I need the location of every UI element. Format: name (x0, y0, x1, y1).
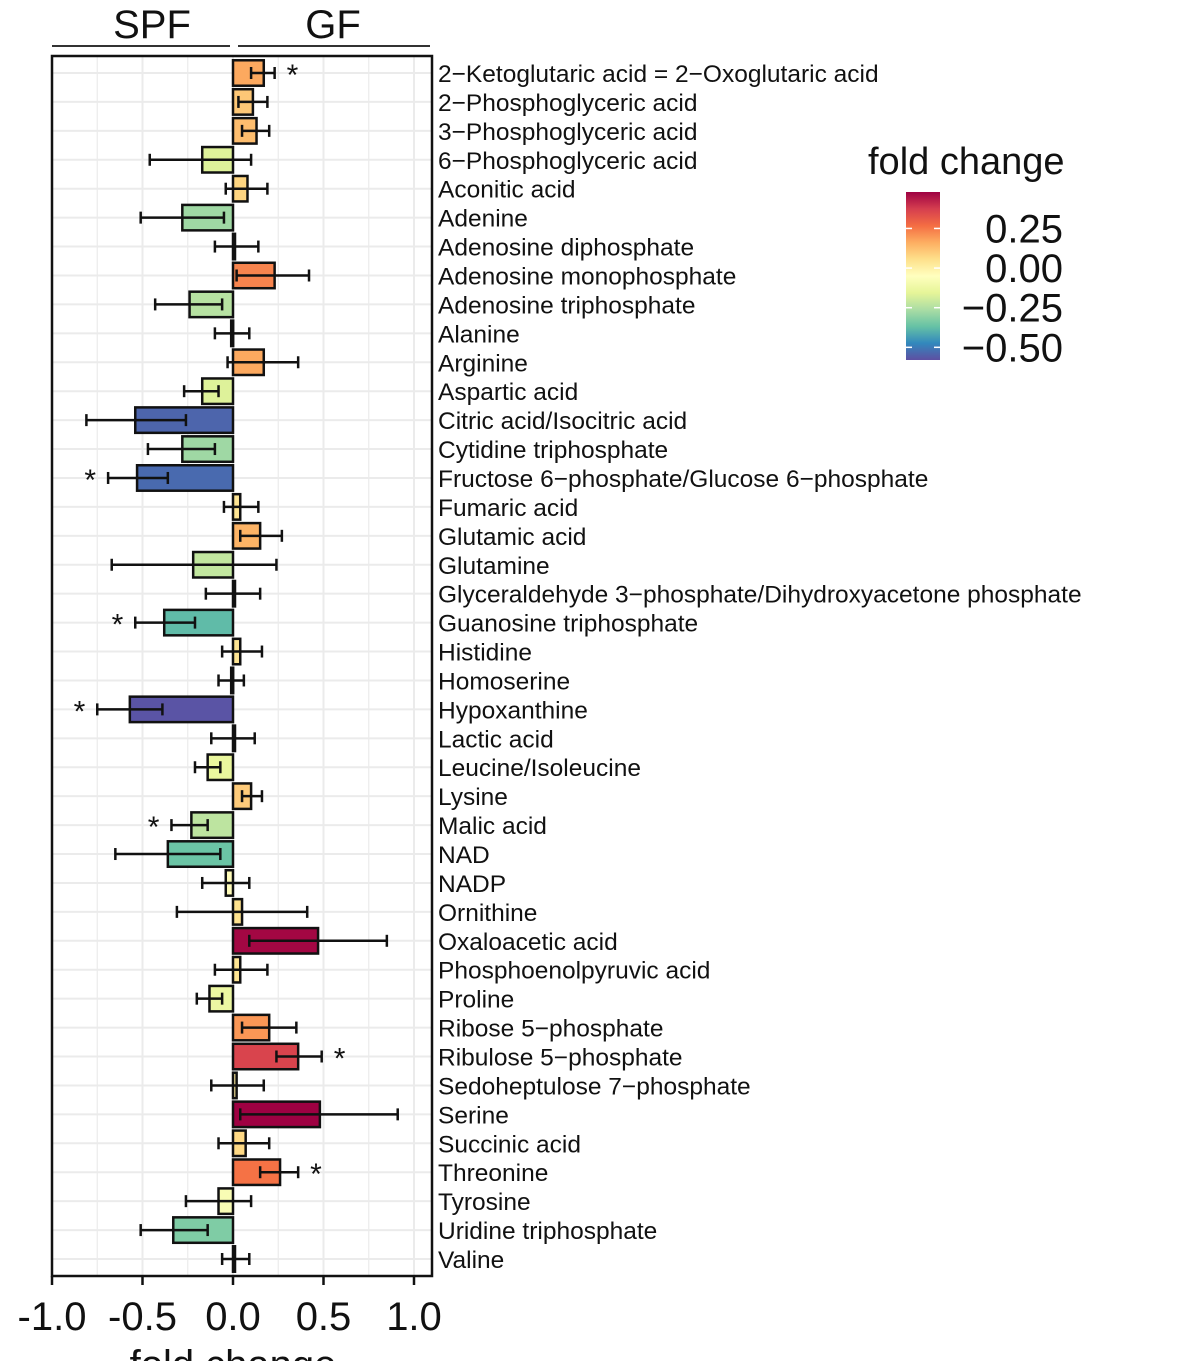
category-label: Uridine triphosphate (438, 1218, 657, 1245)
category-label: Fumaric acid (438, 495, 578, 522)
category-label: Lactic acid (438, 726, 554, 753)
legend-title: fold change (868, 141, 1065, 183)
color-legend: fold change 0.250.00−0.25−0.50 (868, 141, 1065, 370)
category-label: Alanine (438, 321, 520, 348)
plot-panel-border (50, 54, 434, 1278)
category-label: Hypoxanthine (438, 697, 588, 724)
significance-star: * (310, 1158, 322, 1191)
legend-tick-label: −0.25 (962, 287, 1063, 331)
category-label: Adenosine triphosphate (438, 292, 695, 319)
category-label: Cytidine triphosphate (438, 437, 668, 464)
group-label-gf: GF (305, 3, 361, 47)
category-label: 6−Phosphoglyceric acid (438, 148, 697, 175)
category-label: Citric acid/Isocitric acid (438, 408, 687, 435)
category-label: Glyceraldehyde 3−phosphate/Dihydroxyacet… (438, 582, 1082, 609)
x-tick-label: -0.5 (108, 1295, 177, 1339)
category-label: Proline (438, 987, 514, 1014)
category-label: NADP (438, 871, 506, 898)
significance-star: * (74, 695, 86, 728)
category-labels: 2−Ketoglutaric acid = 2−Oxoglutaric acid… (438, 61, 1082, 1274)
category-label: Fructose 6−phosphate/Glucose 6−phosphate (438, 466, 928, 493)
category-label: Tyrosine (438, 1189, 531, 1216)
category-label: NAD (438, 842, 490, 869)
legend-colorbar (906, 192, 940, 360)
legend-tick-label: −0.50 (962, 326, 1063, 370)
category-label: Aconitic acid (438, 177, 576, 204)
category-label: Sedoheptulose 7−phosphate (438, 1073, 751, 1100)
category-label: Threonine (438, 1160, 548, 1187)
category-label: Ornithine (438, 900, 537, 927)
bars: * * * * * * * (74, 59, 399, 1273)
significance-star: * (334, 1043, 346, 1076)
category-label: Glutamine (438, 553, 550, 580)
legend-tick-label: 0.25 (985, 207, 1063, 251)
category-label: 2−Phosphoglyceric acid (438, 90, 697, 117)
category-label: Leucine/Isoleucine (438, 755, 641, 782)
category-label: 3−Phosphoglyceric acid (438, 119, 697, 146)
category-label: Succinic acid (438, 1131, 581, 1158)
category-label: Aspartic acid (438, 379, 578, 406)
category-label: Lysine (438, 784, 508, 811)
category-label: Oxaloacetic acid (438, 929, 618, 956)
category-label: 2−Ketoglutaric acid = 2−Oxoglutaric acid (438, 61, 879, 88)
category-label: Adenosine monophosphate (438, 263, 736, 290)
x-tick-label: -1.0 (18, 1295, 87, 1339)
x-tick-label: 0.5 (296, 1295, 352, 1339)
significance-star: * (148, 811, 160, 844)
significance-star: * (112, 609, 124, 642)
legend-tick-label: 0.00 (985, 247, 1063, 291)
grid (51, 57, 431, 1275)
category-label: Guanosine triphosphate (438, 611, 698, 638)
category-label: Serine (438, 1102, 509, 1129)
category-label: Phosphoenolpyruvic acid (438, 958, 710, 985)
category-label: Glutamic acid (438, 524, 586, 551)
category-label: Malic acid (438, 813, 547, 840)
significance-star: * (287, 59, 299, 92)
category-label: Ribose 5−phosphate (438, 1016, 663, 1043)
category-label: Adenosine diphosphate (438, 235, 694, 262)
x-tick-label: 0.0 (205, 1295, 261, 1339)
category-label: Histidine (438, 640, 532, 667)
category-label: Arginine (438, 350, 528, 377)
category-label: Valine (438, 1247, 504, 1274)
significance-star: * (84, 464, 96, 497)
category-label: Adenine (438, 206, 528, 233)
x-axis: -1.0 -0.5 0.0 0.5 1.0 (18, 1276, 442, 1339)
category-label: Ribulose 5−phosphate (438, 1045, 683, 1072)
x-axis-label: fold change (130, 1343, 337, 1361)
category-label: Homoserine (438, 668, 570, 695)
x-tick-label: 1.0 (386, 1295, 442, 1339)
group-label-spf: SPF (113, 3, 191, 47)
